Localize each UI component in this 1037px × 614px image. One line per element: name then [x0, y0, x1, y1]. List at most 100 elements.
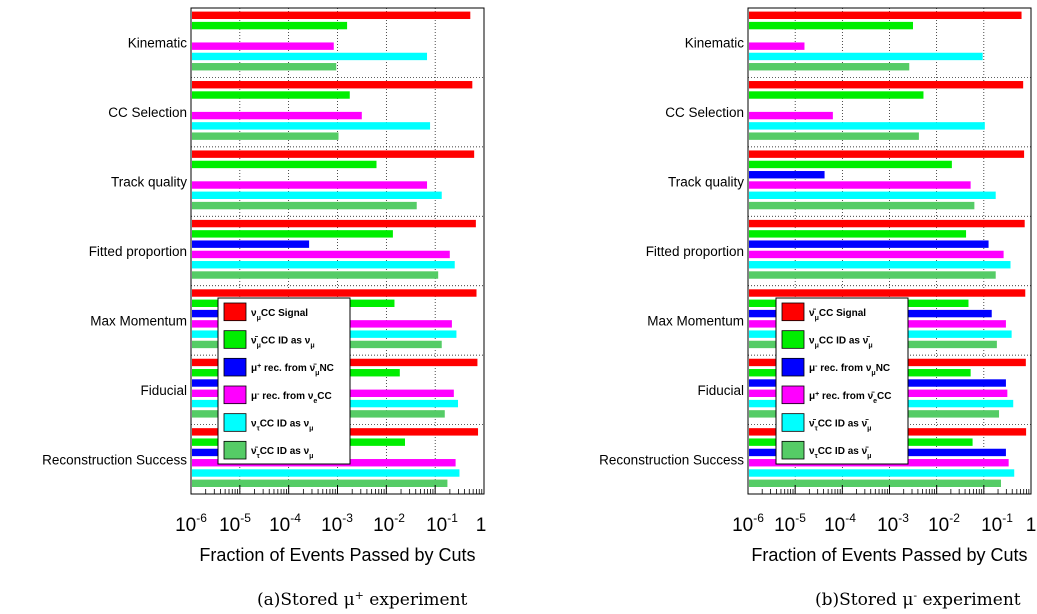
- bar: [192, 240, 310, 248]
- bar: [749, 250, 1004, 259]
- figure-caption: (b)Stored μ-​ experiment: [815, 589, 1021, 611]
- bar: [749, 11, 1022, 20]
- bar: [749, 150, 1025, 158]
- x-tick-label: 1: [476, 515, 487, 536]
- legend-label: ν̄τ​CC ID as ν̄μ​: [809, 419, 871, 433]
- bar: [749, 230, 967, 238]
- bar: [192, 271, 439, 279]
- category-label: Reconstruction Success: [599, 452, 744, 467]
- category-label: Fitted proportion: [89, 244, 187, 259]
- category-label: Track quality: [111, 175, 187, 190]
- bar: [749, 52, 983, 61]
- category-label: Kinematic: [128, 36, 188, 51]
- bar: [192, 52, 428, 61]
- category-label: Fiducial: [697, 383, 744, 398]
- bar: [192, 181, 428, 189]
- legend-label: ν̄μ​CC Signal: [809, 308, 866, 322]
- category-label: CC Selection: [108, 105, 187, 120]
- bar: [749, 219, 1025, 228]
- bar: [749, 91, 924, 99]
- legend-swatch: [781, 385, 805, 405]
- legend: ν̄μ​CC Signal νμ​CC ID as ν̄μ​ μ-​ rec. fr…: [775, 297, 909, 465]
- bar: [192, 11, 471, 20]
- bar: [749, 42, 805, 50]
- bar: [749, 240, 989, 248]
- bar: [192, 191, 442, 200]
- bar: [749, 160, 952, 169]
- bar: [749, 271, 996, 279]
- bar: [192, 250, 450, 259]
- legend-label: μ-​ rec. from νe​CC: [251, 390, 332, 404]
- bar: [192, 81, 473, 89]
- bar: [749, 171, 825, 179]
- bar: [749, 63, 910, 71]
- bar: [749, 111, 833, 120]
- bar: [192, 201, 417, 210]
- x-tick-label: 10-2: [928, 511, 960, 536]
- legend-swatch: [223, 413, 247, 432]
- bar: [749, 81, 1024, 89]
- x-tick-label: 10-4: [269, 511, 301, 536]
- category-label: Reconstruction Success: [42, 452, 187, 467]
- bar: [749, 261, 1011, 269]
- bar: [192, 111, 362, 120]
- legend-swatch: [223, 357, 247, 377]
- legend-swatch: [781, 357, 805, 377]
- bar: [749, 132, 919, 140]
- bar: [749, 191, 996, 200]
- x-axis-title: Fraction of Events Passed by Cuts: [199, 545, 475, 565]
- bar: [192, 63, 337, 71]
- legend-label: νμ​CC ID as ν̄μ​: [809, 336, 873, 350]
- category-label: Fitted proportion: [646, 244, 744, 259]
- x-tick-label: 10-5: [774, 511, 806, 536]
- bar: [192, 21, 348, 30]
- legend-swatch: [223, 302, 247, 322]
- category-label: Track quality: [668, 175, 744, 190]
- legend-label: ντ​CC ID as ν̄μ​: [809, 446, 871, 460]
- legend-swatch: [781, 413, 805, 432]
- x-tick-label: 10-1: [981, 511, 1013, 536]
- bar: [192, 219, 476, 228]
- legend-label: ν̄μ​CC ID as νμ​: [251, 336, 315, 350]
- bar: [192, 150, 475, 158]
- bar: [749, 122, 985, 130]
- category-label: Max Momentum: [647, 313, 744, 328]
- chart-panel-b: Kinematic CC Selection Track quality Fitted…: [599, 7, 1037, 611]
- bar: [192, 132, 339, 140]
- legend-label: ν̄τ​CC ID as νμ​: [251, 446, 313, 460]
- x-tick-label: 10-6: [732, 511, 764, 536]
- category-label: Fiducial: [140, 383, 187, 398]
- x-tick-label: 10-3: [321, 511, 353, 536]
- x-axis-title: Fraction of Events Passed by Cuts: [751, 545, 1027, 565]
- legend-label: μ-​ rec. from νμ​NC: [809, 363, 890, 377]
- legend-swatch: [781, 302, 805, 322]
- x-tick-label: 10-6: [175, 511, 207, 536]
- legend-label: ντ​CC ID as νμ​: [251, 419, 313, 433]
- bar: [749, 181, 971, 189]
- x-tick-label: 10-4: [824, 511, 856, 536]
- legend-swatch: [223, 385, 247, 405]
- x-tick-label: 10-1: [426, 511, 458, 536]
- x-tick-label: 10-3: [877, 511, 909, 536]
- bar: [192, 91, 350, 99]
- category-label: Kinematic: [685, 36, 745, 51]
- bar: [192, 261, 455, 269]
- bar: [192, 479, 448, 488]
- bar: [192, 469, 460, 477]
- category-label: CC Selection: [665, 105, 744, 120]
- legend-box: [217, 297, 351, 465]
- bar: [192, 289, 477, 297]
- legend-swatch: [223, 330, 247, 349]
- chart-panel-a: Kinematic CC Selection Track quality Fitted…: [42, 7, 487, 611]
- legend-label: νμ​CC Signal: [251, 308, 308, 322]
- legend-label: μ+​ rec. from ν̄e​CC: [809, 390, 892, 404]
- category-label: Max Momentum: [90, 313, 187, 328]
- bar: [749, 201, 975, 210]
- bar: [192, 160, 377, 169]
- legend-label: μ+​ rec. from ν̄μ​NC: [251, 363, 334, 377]
- bar: [749, 469, 1015, 477]
- figure-caption: (a)Stored μ+​ experiment: [257, 589, 468, 611]
- legend-swatch: [223, 440, 247, 460]
- x-tick-label: 1: [1026, 515, 1037, 536]
